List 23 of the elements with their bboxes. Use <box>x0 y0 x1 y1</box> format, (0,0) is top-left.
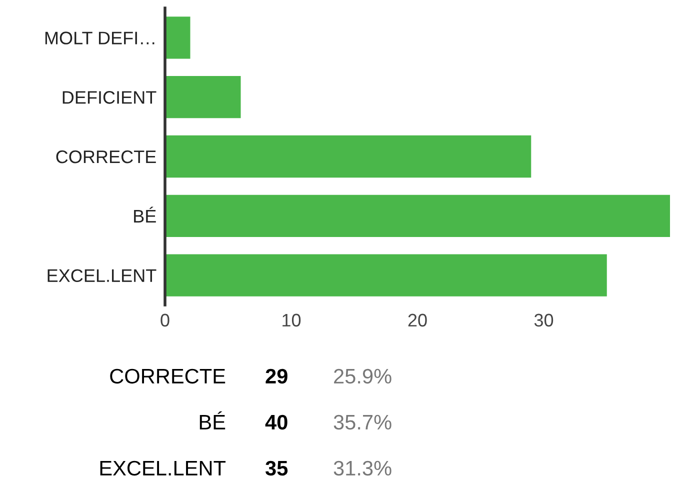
y-tick-label: EXCEL.LENT <box>48 269 156 282</box>
bar <box>165 135 532 178</box>
text: CORRECTE <box>110 368 226 384</box>
text: BÉ <box>200 411 226 430</box>
y-tick-label: BÉ <box>134 206 156 222</box>
text: 25.9% <box>334 368 392 384</box>
y-tick-label: MOLT DEFI… <box>45 32 154 44</box>
x-tick-label: 30 <box>534 314 554 327</box>
text: 35 <box>265 460 288 476</box>
bar <box>165 254 607 296</box>
x-tick-label: 20 <box>408 314 427 327</box>
text: 31.3% <box>334 460 392 476</box>
bar <box>165 194 670 237</box>
y-tick-label: DEFICIENT <box>62 91 156 104</box>
text: EXCEL.LENT <box>100 460 226 476</box>
y-tick-label: CORRECTE <box>56 150 156 164</box>
text: 29 <box>266 368 288 384</box>
x-tick-label: 10 <box>282 314 301 327</box>
bar <box>165 16 190 59</box>
bar <box>165 76 241 118</box>
text: 35.7% <box>334 414 392 430</box>
x-tick-label: 0 <box>160 314 170 327</box>
text: 40 <box>265 414 288 430</box>
